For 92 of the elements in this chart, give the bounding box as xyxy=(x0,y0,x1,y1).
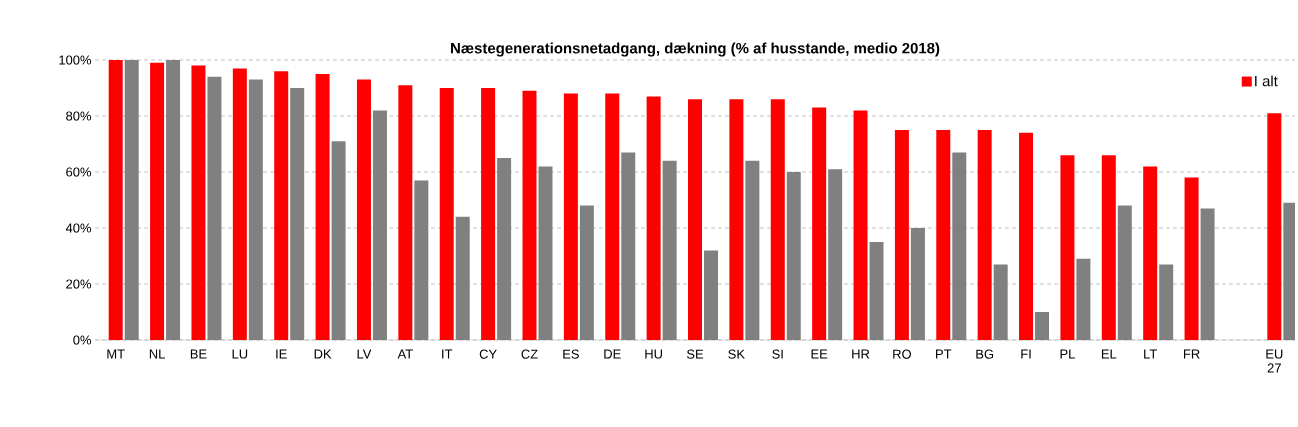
bar xyxy=(274,71,289,340)
x-tick-label: NL xyxy=(149,349,165,359)
bar xyxy=(853,110,868,340)
x-tick-label: RO xyxy=(893,349,911,359)
bar xyxy=(605,93,620,340)
bar xyxy=(331,141,346,340)
bar xyxy=(522,90,537,340)
x-tick-label: CY xyxy=(479,349,497,359)
bar xyxy=(455,216,470,340)
bar xyxy=(1101,155,1116,340)
x-tick-label: HU xyxy=(645,349,662,359)
bar xyxy=(646,96,661,340)
x-tick-label: FR xyxy=(1184,349,1200,359)
x-tick-label: SK xyxy=(728,349,745,359)
bar xyxy=(770,99,785,340)
bar xyxy=(563,93,578,340)
x-tick-label: FI xyxy=(1021,349,1031,359)
bar xyxy=(191,65,206,340)
bar xyxy=(1283,202,1296,340)
bar xyxy=(786,172,801,340)
bar xyxy=(894,130,909,340)
x-tick-label: LV xyxy=(357,349,372,359)
bar xyxy=(952,152,967,340)
bar xyxy=(869,242,884,340)
chart-title: Næstegenerationsnetadgang, dækning (% af husstande, medio 2018) xyxy=(451,42,940,57)
bar xyxy=(993,264,1008,340)
x-tick-label: LU xyxy=(232,349,248,359)
x-tick-label: PT xyxy=(936,349,952,359)
bar xyxy=(1019,132,1034,340)
bar xyxy=(398,85,413,340)
bar xyxy=(108,60,123,340)
bar xyxy=(1060,155,1075,340)
x-tick-label: BG xyxy=(976,349,994,359)
bar xyxy=(1159,264,1174,340)
y-tick-label: 60% xyxy=(66,167,92,177)
bar xyxy=(812,107,827,340)
y-tick-label: 100% xyxy=(59,55,92,65)
x-tick-label: EE xyxy=(811,349,828,359)
bar xyxy=(414,180,429,340)
bar xyxy=(1076,258,1091,340)
bar xyxy=(315,74,330,340)
bar xyxy=(1200,208,1215,340)
bar xyxy=(729,99,744,340)
x-tick-label: IE xyxy=(276,349,287,359)
y-tick-label: 20% xyxy=(66,279,92,289)
bar xyxy=(745,160,760,340)
bar xyxy=(248,79,263,340)
y-tick-label: 0% xyxy=(73,335,92,345)
bar xyxy=(232,68,247,340)
bar xyxy=(207,76,222,340)
bar xyxy=(1117,205,1132,340)
bar xyxy=(910,228,925,340)
bar xyxy=(704,250,719,340)
bar xyxy=(481,88,496,340)
bar xyxy=(150,62,165,340)
bar xyxy=(977,130,992,340)
bar xyxy=(688,99,703,340)
x-tick-label: HR xyxy=(852,349,870,359)
x-tick-label: MT xyxy=(107,349,125,359)
bar xyxy=(538,166,553,340)
bar xyxy=(1184,177,1199,340)
x-tick-label: SI xyxy=(772,349,783,359)
bar xyxy=(439,88,454,340)
bar xyxy=(936,130,951,340)
x-tick-label: EU 27 xyxy=(1266,349,1283,373)
legend-label: I alt xyxy=(1255,75,1278,87)
bar xyxy=(356,79,371,340)
bar xyxy=(1035,312,1050,340)
x-tick-label: AT xyxy=(397,349,413,359)
x-tick-label: CZ xyxy=(521,349,538,359)
x-tick-label: DK xyxy=(314,349,332,359)
x-tick-label: IT xyxy=(442,349,453,359)
bar xyxy=(290,88,305,340)
x-tick-label: BE xyxy=(190,349,207,359)
x-tick-label: EL xyxy=(1101,349,1117,359)
bar xyxy=(166,60,181,340)
bar xyxy=(497,158,512,340)
bar xyxy=(662,160,677,340)
y-tick-label: 80% xyxy=(66,111,92,121)
bar xyxy=(372,110,387,340)
bar xyxy=(1143,166,1158,340)
x-tick-label: LT xyxy=(1144,349,1157,359)
bar xyxy=(579,205,594,340)
y-tick-label: 40% xyxy=(65,223,92,233)
bar xyxy=(828,169,843,340)
bar xyxy=(1267,113,1282,340)
x-tick-label: ES xyxy=(563,349,579,359)
x-tick-label: DE xyxy=(604,349,621,359)
x-tick-label: PL xyxy=(1060,349,1075,359)
x-tick-label: SE xyxy=(686,349,704,359)
bar xyxy=(124,60,139,340)
bar xyxy=(621,152,636,340)
